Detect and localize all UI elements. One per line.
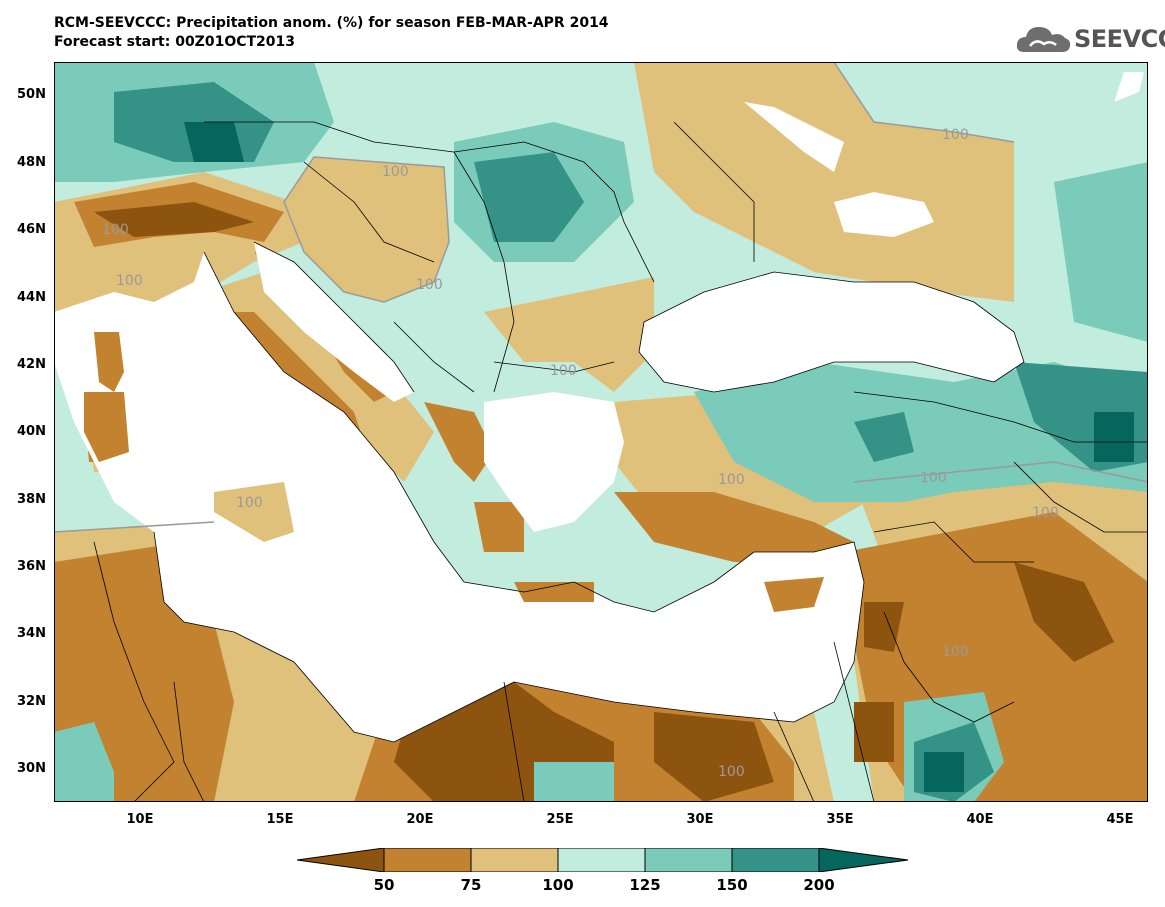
- lat-label: 32N: [17, 694, 46, 709]
- contour-label: 100: [102, 222, 129, 238]
- coastlines: [153, 241, 1025, 743]
- lon-label: 45E: [1106, 812, 1134, 827]
- lon-label: 35E: [826, 812, 854, 827]
- legend-swatch: [818, 848, 909, 872]
- lon-label: 40E: [966, 812, 994, 827]
- contour-label: 100: [382, 164, 409, 180]
- legend-swatch: [644, 848, 733, 872]
- lon-label: 15E: [266, 812, 294, 827]
- lon-label: 20E: [406, 812, 434, 827]
- chart-title: RCM-SEEVCCC: Precipitation anom. (%) for…: [54, 14, 609, 52]
- title-line-1: RCM-SEEVCCC: Precipitation anom. (%) for…: [54, 15, 609, 31]
- lon-label: 30E: [686, 812, 714, 827]
- precipitation-anomaly-map: 100 100 100 100 100 100 100 100 100 100 …: [54, 62, 1148, 802]
- sea-areas: [54, 72, 1144, 742]
- legend-tick: 75: [460, 876, 482, 894]
- legend-swatch: [470, 848, 559, 872]
- contour-label: 100: [1032, 505, 1059, 521]
- contour-label: 100: [116, 273, 143, 289]
- lat-label: 36N: [17, 559, 46, 574]
- islands: [84, 332, 824, 612]
- legend-swatch: [383, 848, 472, 872]
- color-legend: [297, 848, 909, 872]
- contour-label: 100: [416, 277, 443, 293]
- lat-label: 40N: [17, 424, 46, 439]
- legend-tick: 50: [373, 876, 395, 894]
- contour-label: 100: [942, 644, 969, 660]
- contour-label: 100: [550, 363, 577, 379]
- anomaly-above-200-regions: [184, 122, 1134, 792]
- map-svg: 100 100 100 100 100 100 100 100 100 100 …: [54, 62, 1148, 802]
- legend-tick: 150: [716, 876, 748, 894]
- contour-label: 100: [920, 470, 947, 486]
- lat-label: 50N: [17, 87, 46, 102]
- contour-label: 100: [718, 764, 745, 780]
- lat-label: 46N: [17, 222, 46, 237]
- legend-tick: 200: [803, 876, 835, 894]
- country-borders: [93, 121, 1148, 802]
- legend-swatch: [731, 848, 820, 872]
- lat-label: 30N: [17, 761, 46, 776]
- contour-label: 100: [236, 495, 263, 511]
- lat-label: 48N: [17, 155, 46, 170]
- legend-swatch: [557, 848, 646, 872]
- lon-label: 25E: [546, 812, 574, 827]
- cloud-icon: [1016, 27, 1071, 52]
- legend-tick: 100: [542, 876, 574, 894]
- lon-label: 10E: [126, 812, 154, 827]
- contour-label: 100: [942, 127, 969, 143]
- lat-label: 38N: [17, 492, 46, 507]
- lat-label: 42N: [17, 357, 46, 372]
- seevccc-logo: SEEVCCC: [1016, 22, 1165, 58]
- lat-label: 34N: [17, 626, 46, 641]
- contour-labels: 100 100 100 100 100 100 100 100 100 100 …: [102, 127, 1059, 780]
- logo-text: SEEVCCC: [1074, 25, 1165, 53]
- contour-label: 100: [718, 472, 745, 488]
- lat-label: 44N: [17, 290, 46, 305]
- legend-swatch: [297, 848, 385, 872]
- contour-lines: [54, 62, 1148, 533]
- title-line-2: Forecast start: 00Z01OCT2013: [54, 34, 296, 50]
- legend-tick: 125: [629, 876, 661, 894]
